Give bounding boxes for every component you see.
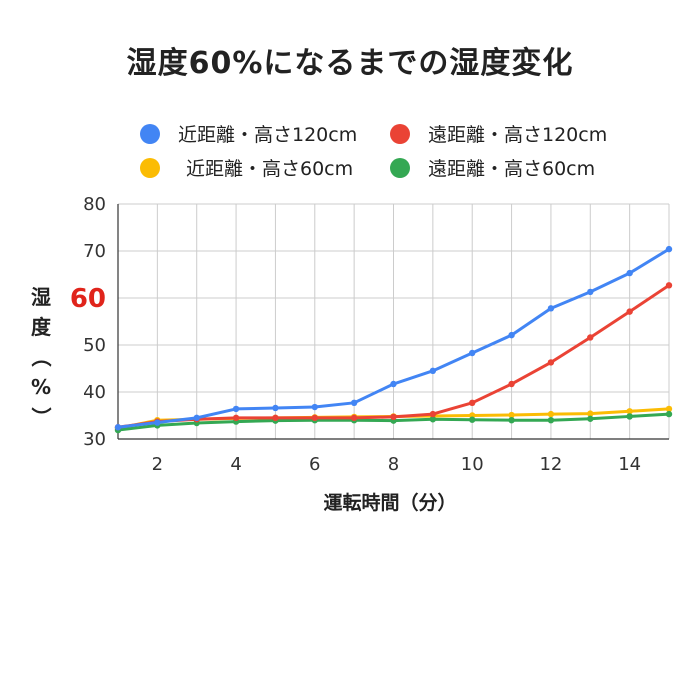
data-point: [232, 414, 240, 422]
data-point: [547, 359, 555, 366]
legend-item: 遠距離・高さ120cm: [390, 120, 607, 147]
data-point: [390, 380, 397, 388]
data-point: [508, 380, 515, 388]
legend-marker: [390, 157, 410, 178]
x-tick-label: 4: [230, 454, 241, 475]
x-tick-label: 14: [618, 454, 641, 475]
data-point: [665, 410, 673, 418]
y-tick-label: 80: [83, 194, 106, 215]
data-point: [626, 413, 633, 420]
data-point: [626, 308, 633, 315]
data-point: [587, 415, 594, 422]
x-tick-label: 8: [388, 454, 399, 475]
data-point: [272, 414, 279, 422]
data-point: [350, 414, 358, 422]
data-point: [665, 405, 673, 413]
data-point: [311, 403, 318, 411]
y-tick-label: 30: [83, 429, 106, 450]
data-point: [626, 269, 633, 277]
legend-label: 近距離・高さ60cm: [186, 158, 354, 180]
y-axis-label-char: 度: [31, 315, 51, 339]
data-point: [547, 305, 555, 312]
legend-marker: [140, 123, 160, 144]
x-tick-label: 12: [539, 454, 562, 475]
data-point: [547, 410, 555, 418]
data-point: [508, 417, 515, 424]
legend-label: 近距離・高さ120cm: [178, 124, 358, 146]
y-axis-label-char: %: [30, 375, 52, 399]
y-tick-label: 40: [83, 382, 106, 403]
x-tick-label: 6: [309, 454, 320, 475]
data-point: [587, 288, 594, 296]
data-point: [193, 414, 200, 422]
data-point: [154, 419, 161, 426]
data-point: [626, 408, 633, 415]
y-tick-label: 50: [83, 335, 106, 356]
data-point: [469, 349, 476, 357]
y-axis-label-char: 湿: [31, 285, 51, 309]
data-point: [429, 416, 437, 423]
y-tick-label: 60: [70, 284, 106, 314]
x-tick-label: 2: [152, 454, 163, 475]
data-point: [350, 399, 358, 407]
x-axis: 2 4 6 8 10 12 14: [152, 454, 641, 475]
data-point: [390, 413, 397, 421]
data-point: [311, 414, 318, 422]
series-group: [114, 245, 673, 434]
data-point: [508, 331, 515, 339]
x-tick-label: 10: [461, 454, 484, 475]
y-tick-label: 70: [83, 241, 106, 262]
data-point: [272, 404, 279, 412]
x-axis-label: 運転時間（分）: [323, 492, 457, 514]
grid: [117, 203, 670, 440]
y-axis-label: 湿 度 （ % ）: [26, 282, 56, 432]
data-point: [469, 399, 476, 407]
data-point: [665, 282, 673, 289]
data-point: [232, 405, 240, 413]
chart-title: 湿度60%になるまでの湿度変化: [126, 46, 574, 81]
data-point: [587, 410, 594, 417]
chart-legend: 近距離・高さ120cm 遠距離・高さ120cm 近距離・高さ60cm 遠距離・高…: [0, 112, 700, 182]
legend-item: 遠距離・高さ60cm: [390, 154, 595, 181]
data-point: [508, 411, 515, 419]
legend-marker: [390, 123, 410, 144]
data-point: [114, 424, 122, 431]
data-point: [665, 245, 673, 253]
legend-marker: [140, 157, 160, 178]
legend-label: 遠距離・高さ60cm: [428, 158, 596, 180]
legend-label: 遠距離・高さ120cm: [428, 124, 608, 146]
data-point: [469, 416, 476, 423]
data-point: [429, 410, 437, 418]
legend-item: 近距離・高さ120cm: [140, 120, 357, 147]
data-point: [587, 334, 594, 341]
data-point: [547, 417, 555, 424]
legend-item: 近距離・高さ60cm: [140, 154, 353, 181]
y-axis: 30 40 50 60 70 80: [70, 194, 106, 450]
data-point: [429, 367, 437, 375]
